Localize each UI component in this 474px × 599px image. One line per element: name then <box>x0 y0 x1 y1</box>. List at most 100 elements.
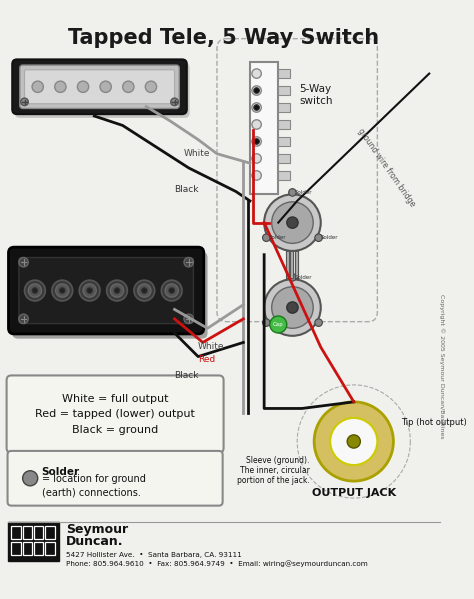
Circle shape <box>142 288 147 294</box>
FancyBboxPatch shape <box>15 63 190 118</box>
Circle shape <box>123 81 134 92</box>
Circle shape <box>77 81 89 92</box>
FancyBboxPatch shape <box>25 70 174 104</box>
Bar <box>11 527 21 539</box>
FancyBboxPatch shape <box>12 252 208 338</box>
Circle shape <box>184 314 193 323</box>
Bar <box>278 86 290 95</box>
Circle shape <box>23 471 38 486</box>
Text: = location for ground
(earth) connections.: = location for ground (earth) connection… <box>42 474 146 497</box>
Text: Duncan.: Duncan. <box>66 535 124 548</box>
FancyBboxPatch shape <box>19 258 193 323</box>
Text: Solder: Solder <box>268 235 286 240</box>
Text: Black: Black <box>174 371 199 380</box>
Circle shape <box>21 98 28 105</box>
Circle shape <box>254 105 259 110</box>
Circle shape <box>252 69 261 78</box>
Circle shape <box>264 279 321 336</box>
Text: White: White <box>184 149 210 158</box>
FancyBboxPatch shape <box>12 59 187 114</box>
Bar <box>11 543 21 555</box>
Text: Copyright © 2005 Seymour Duncan/Basslines: Copyright © 2005 Seymour Duncan/Bassline… <box>438 294 444 438</box>
Circle shape <box>25 280 46 301</box>
FancyBboxPatch shape <box>9 247 204 334</box>
Circle shape <box>252 120 261 129</box>
FancyBboxPatch shape <box>8 451 223 506</box>
Circle shape <box>19 314 28 323</box>
Circle shape <box>52 280 73 301</box>
Bar <box>278 103 290 112</box>
Circle shape <box>264 194 321 251</box>
Circle shape <box>347 435 360 448</box>
Bar <box>278 69 290 78</box>
Bar <box>34 527 44 539</box>
Circle shape <box>55 81 66 92</box>
Circle shape <box>252 86 261 95</box>
Circle shape <box>171 98 178 105</box>
Circle shape <box>270 316 287 333</box>
Text: Phone: 805.964.9610  •  Fax: 805.964.9749  •  Email: wiring@seymourduncan.com: Phone: 805.964.9610 • Fax: 805.964.9749 … <box>66 561 368 567</box>
Circle shape <box>110 284 124 297</box>
Circle shape <box>79 280 100 301</box>
Text: 5427 Hollister Ave.  •  Santa Barbara, CA. 93111: 5427 Hollister Ave. • Santa Barbara, CA.… <box>66 552 242 558</box>
Bar <box>278 137 290 146</box>
Text: ground wire from bridge: ground wire from bridge <box>356 127 417 208</box>
Circle shape <box>165 284 178 297</box>
Bar <box>46 527 55 539</box>
Circle shape <box>252 103 261 112</box>
Circle shape <box>161 280 182 301</box>
Bar <box>23 543 32 555</box>
Bar <box>278 120 290 129</box>
Circle shape <box>287 217 298 228</box>
Text: Red: Red <box>198 355 215 364</box>
Text: Solder: Solder <box>320 235 338 240</box>
Circle shape <box>252 171 261 180</box>
Circle shape <box>87 288 92 294</box>
Circle shape <box>134 280 155 301</box>
Circle shape <box>32 288 38 294</box>
Text: Tip (hot output): Tip (hot output) <box>401 418 467 427</box>
Circle shape <box>272 202 313 243</box>
Circle shape <box>19 258 28 267</box>
Bar <box>278 171 290 180</box>
Text: Seymour: Seymour <box>66 523 128 536</box>
Circle shape <box>315 319 322 326</box>
Bar <box>250 62 278 194</box>
Circle shape <box>254 138 259 144</box>
Circle shape <box>32 81 44 92</box>
Circle shape <box>107 280 128 301</box>
Circle shape <box>59 288 65 294</box>
Text: White: White <box>198 343 225 352</box>
Text: 5-Way
switch: 5-Way switch <box>299 84 333 106</box>
FancyBboxPatch shape <box>7 376 224 453</box>
Circle shape <box>315 234 322 241</box>
Circle shape <box>100 81 111 92</box>
Circle shape <box>287 302 298 313</box>
Circle shape <box>169 288 174 294</box>
Circle shape <box>254 87 259 93</box>
Circle shape <box>252 154 261 163</box>
Text: OUTPUT JACK: OUTPUT JACK <box>312 488 396 498</box>
Circle shape <box>263 319 270 326</box>
Circle shape <box>55 284 69 297</box>
Circle shape <box>83 284 96 297</box>
Text: Solder: Solder <box>294 275 312 280</box>
Circle shape <box>289 189 296 196</box>
Bar <box>278 154 290 163</box>
Text: Sleeve (ground).
The inner, circular
portion of the jack.: Sleeve (ground). The inner, circular por… <box>237 456 310 485</box>
Text: Tapped Tele, 5 Way Switch: Tapped Tele, 5 Way Switch <box>68 28 379 48</box>
Bar <box>46 543 55 555</box>
Text: Cap: Cap <box>273 322 283 327</box>
Circle shape <box>330 418 377 465</box>
Circle shape <box>263 234 270 241</box>
Text: White = full output
Red = tapped (lower) output
Black = ground: White = full output Red = tapped (lower)… <box>35 394 195 435</box>
Text: Black: Black <box>174 185 199 194</box>
Circle shape <box>138 284 151 297</box>
Text: Solder: Solder <box>294 190 312 195</box>
Bar <box>23 527 32 539</box>
Circle shape <box>314 402 393 481</box>
Circle shape <box>28 284 42 297</box>
Circle shape <box>114 288 120 294</box>
Text: Solder: Solder <box>42 467 80 477</box>
Bar <box>34 543 44 555</box>
